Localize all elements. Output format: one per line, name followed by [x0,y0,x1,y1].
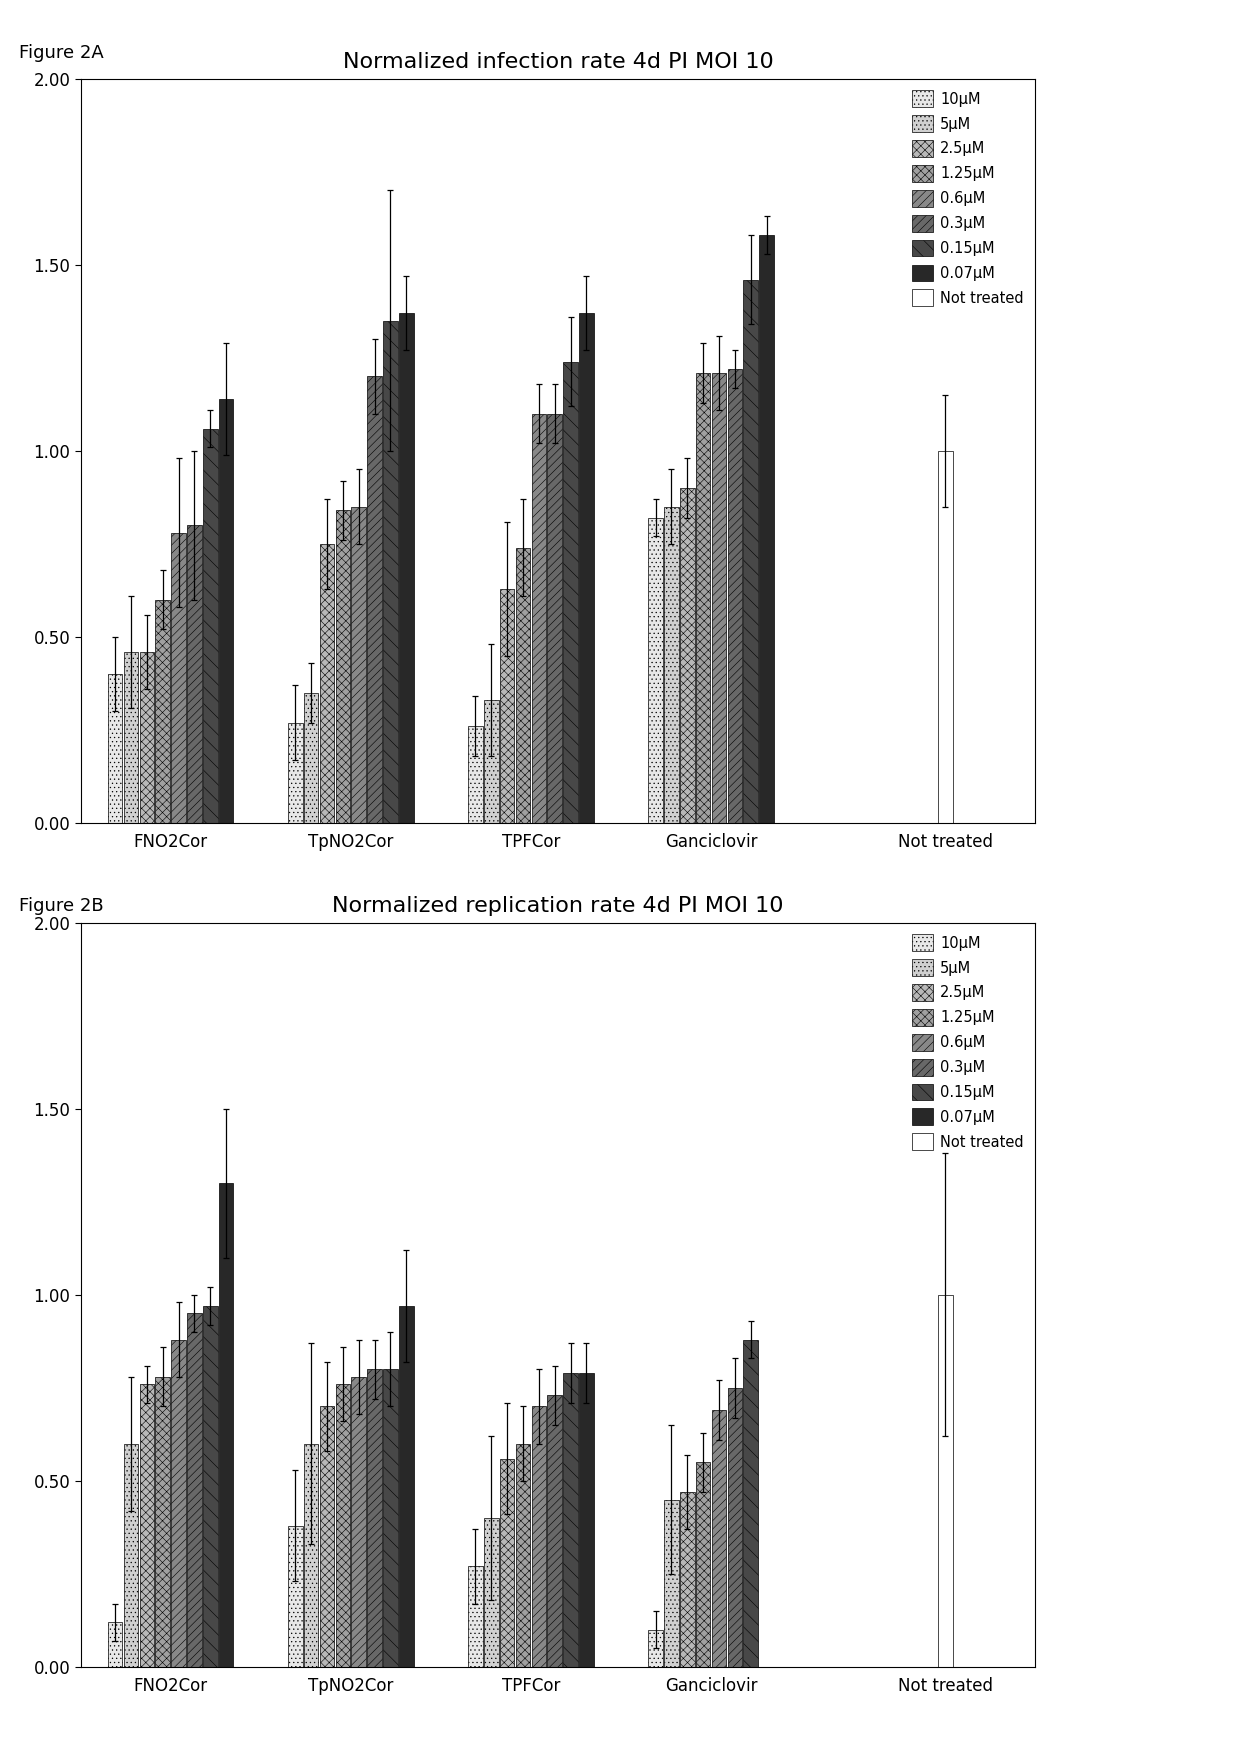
Bar [665,1499,678,1667]
Bar [728,1389,743,1667]
Bar [516,548,531,823]
Bar [937,450,952,823]
Bar [351,506,366,823]
Bar [320,545,335,823]
Bar [124,1443,139,1667]
Bar [187,525,202,823]
Bar [108,1621,123,1667]
Bar [500,588,515,823]
Bar [649,518,663,823]
Bar [203,1306,217,1667]
Bar [399,313,414,823]
Bar [383,1369,398,1667]
Bar [288,1525,303,1667]
Bar [548,413,562,823]
Bar [320,1406,335,1667]
Bar [579,313,594,823]
Bar [304,1443,319,1667]
Text: Figure 2A: Figure 2A [19,44,103,61]
Bar [336,1383,350,1667]
Bar [367,1369,382,1667]
Bar [399,1306,414,1667]
Bar [171,532,186,823]
Bar [203,429,217,823]
Bar [219,1184,233,1667]
Bar [367,376,382,823]
Bar [155,599,170,823]
Bar [728,369,743,823]
Bar [696,1462,711,1667]
Bar [563,362,578,823]
Bar [649,1630,663,1667]
Bar [579,1373,594,1667]
Bar [288,723,303,823]
Bar [548,1396,562,1667]
Bar [155,1376,170,1667]
Bar [484,1518,498,1667]
Bar [383,320,398,823]
Title: Normalized infection rate 4d PI MOI 10: Normalized infection rate 4d PI MOI 10 [342,53,774,72]
Bar [484,700,498,823]
Bar [469,727,482,823]
Bar [759,235,774,823]
Bar [665,506,678,823]
Bar [712,373,727,823]
Bar [744,280,758,823]
Bar [563,1373,578,1667]
Bar [219,399,233,823]
Bar [500,1459,515,1667]
Bar [696,373,711,823]
Bar [336,511,350,823]
Bar [108,674,123,823]
Legend: 10μM, 5μM, 2.5μM, 1.25μM, 0.6μM, 0.3μM, 0.15μM, 0.07μM, Not treated: 10μM, 5μM, 2.5μM, 1.25μM, 0.6μM, 0.3μM, … [908,930,1028,1154]
Bar [124,651,139,823]
Legend: 10μM, 5μM, 2.5μM, 1.25μM, 0.6μM, 0.3μM, 0.15μM, 0.07μM, Not treated: 10μM, 5μM, 2.5μM, 1.25μM, 0.6μM, 0.3μM, … [908,86,1028,310]
Bar [532,1406,546,1667]
Bar [532,413,546,823]
Bar [469,1567,482,1667]
Title: Normalized replication rate 4d PI MOI 10: Normalized replication rate 4d PI MOI 10 [332,897,784,916]
Bar [351,1376,366,1667]
Bar [171,1340,186,1667]
Bar [140,651,154,823]
Bar [680,1492,694,1667]
Bar [187,1313,202,1667]
Bar [516,1443,531,1667]
Bar [937,1296,952,1667]
Bar [140,1383,154,1667]
Text: Figure 2B: Figure 2B [19,897,103,914]
Bar [712,1410,727,1667]
Bar [744,1340,758,1667]
Bar [680,489,694,823]
Bar [304,693,319,823]
